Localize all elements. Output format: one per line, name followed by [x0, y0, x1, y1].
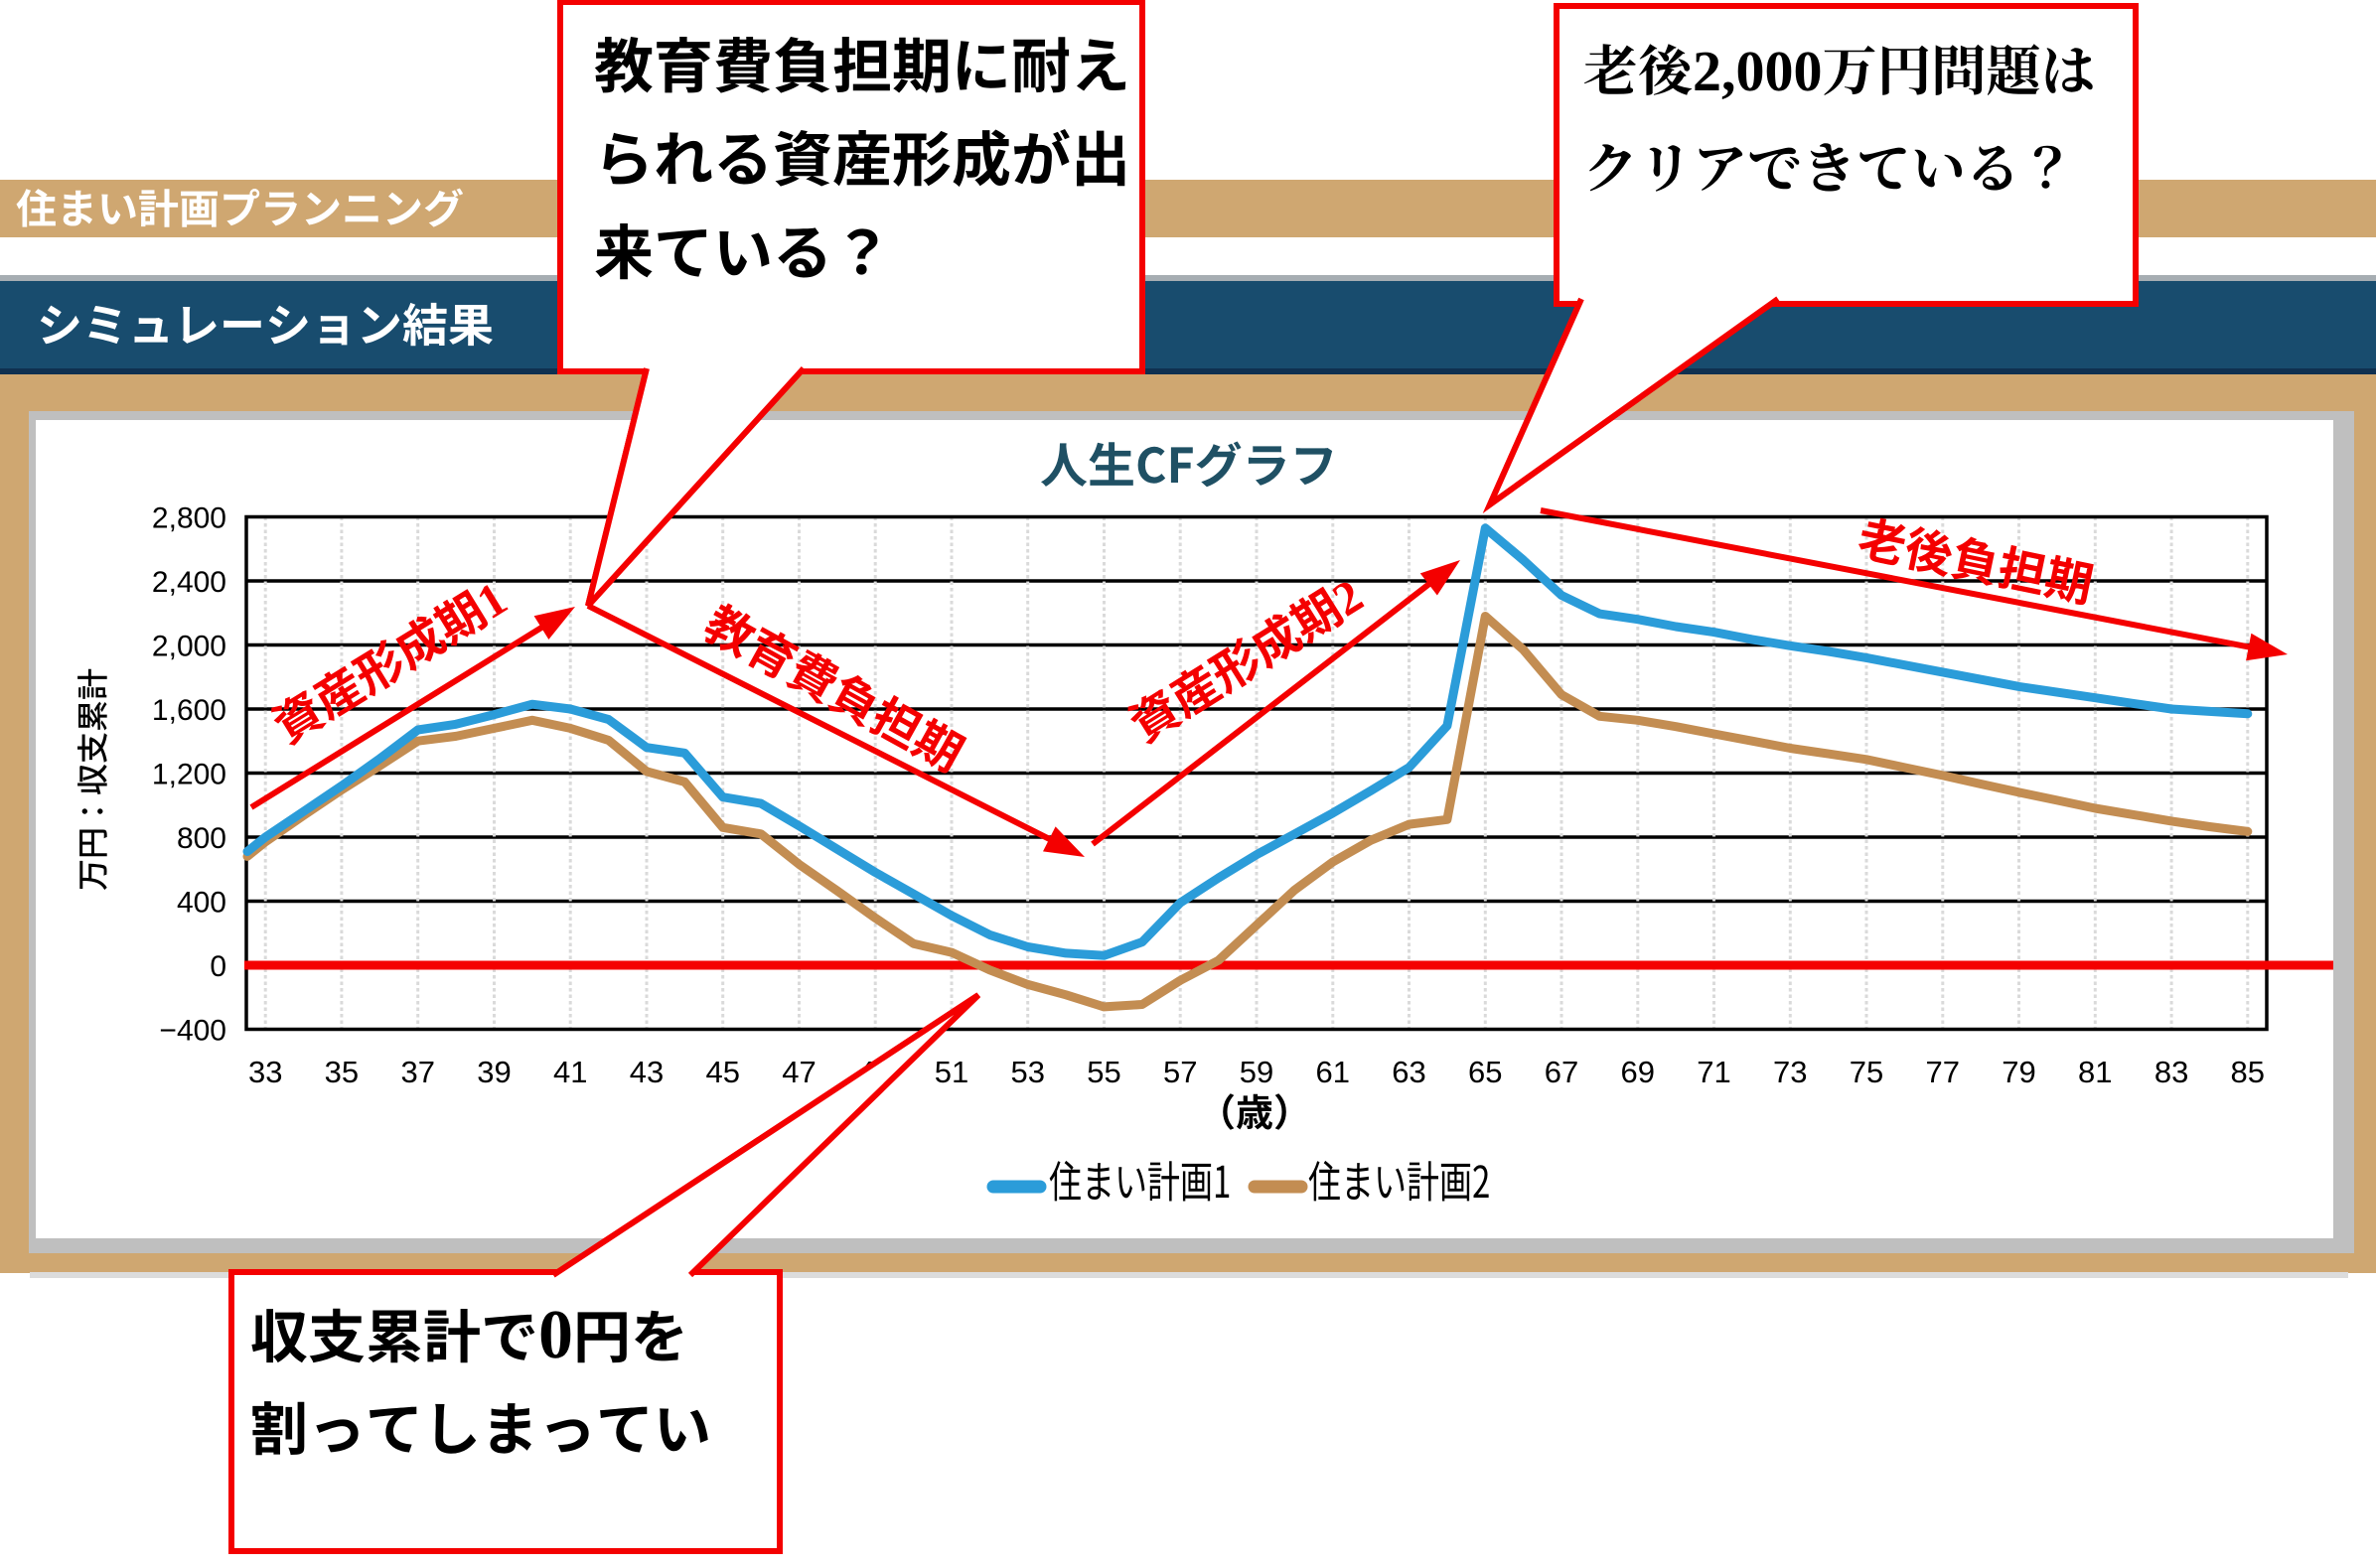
svg-text:63: 63 — [1392, 1055, 1425, 1089]
svg-text:69: 69 — [1621, 1055, 1655, 1089]
svg-text:400: 400 — [177, 887, 226, 920]
svg-text:43: 43 — [630, 1055, 664, 1089]
svg-text:800: 800 — [177, 822, 226, 855]
svg-text:2,000: 2,000 — [152, 631, 226, 663]
svg-text:41: 41 — [553, 1055, 587, 1089]
svg-text:1,600: 1,600 — [152, 694, 226, 727]
svg-text:77: 77 — [1926, 1055, 1960, 1089]
svg-text:35: 35 — [325, 1055, 359, 1089]
svg-text:59: 59 — [1240, 1055, 1273, 1089]
svg-text:2,800: 2,800 — [152, 502, 226, 535]
svg-text:39: 39 — [477, 1055, 511, 1089]
svg-text:71: 71 — [1697, 1055, 1730, 1089]
svg-text:0: 0 — [210, 950, 226, 983]
svg-text:45: 45 — [705, 1055, 739, 1089]
svg-text:37: 37 — [400, 1055, 434, 1089]
svg-text:79: 79 — [2002, 1055, 2035, 1089]
svg-text:83: 83 — [2154, 1055, 2188, 1089]
svg-text:81: 81 — [2078, 1055, 2112, 1089]
svg-text:1,200: 1,200 — [152, 759, 226, 791]
svg-text:75: 75 — [1850, 1055, 1883, 1089]
svg-text:55: 55 — [1087, 1055, 1120, 1089]
svg-text:51: 51 — [935, 1055, 968, 1089]
svg-text:65: 65 — [1468, 1055, 1502, 1089]
svg-text:47: 47 — [782, 1055, 816, 1089]
svg-text:2,400: 2,400 — [152, 566, 226, 599]
svg-text:85: 85 — [2231, 1055, 2265, 1089]
svg-text:61: 61 — [1316, 1055, 1350, 1089]
svg-text:33: 33 — [248, 1055, 282, 1089]
svg-text:−400: −400 — [159, 1015, 226, 1048]
svg-text:57: 57 — [1163, 1055, 1197, 1089]
svg-text:67: 67 — [1545, 1055, 1578, 1089]
svg-text:53: 53 — [1010, 1055, 1044, 1089]
svg-text:73: 73 — [1773, 1055, 1807, 1089]
